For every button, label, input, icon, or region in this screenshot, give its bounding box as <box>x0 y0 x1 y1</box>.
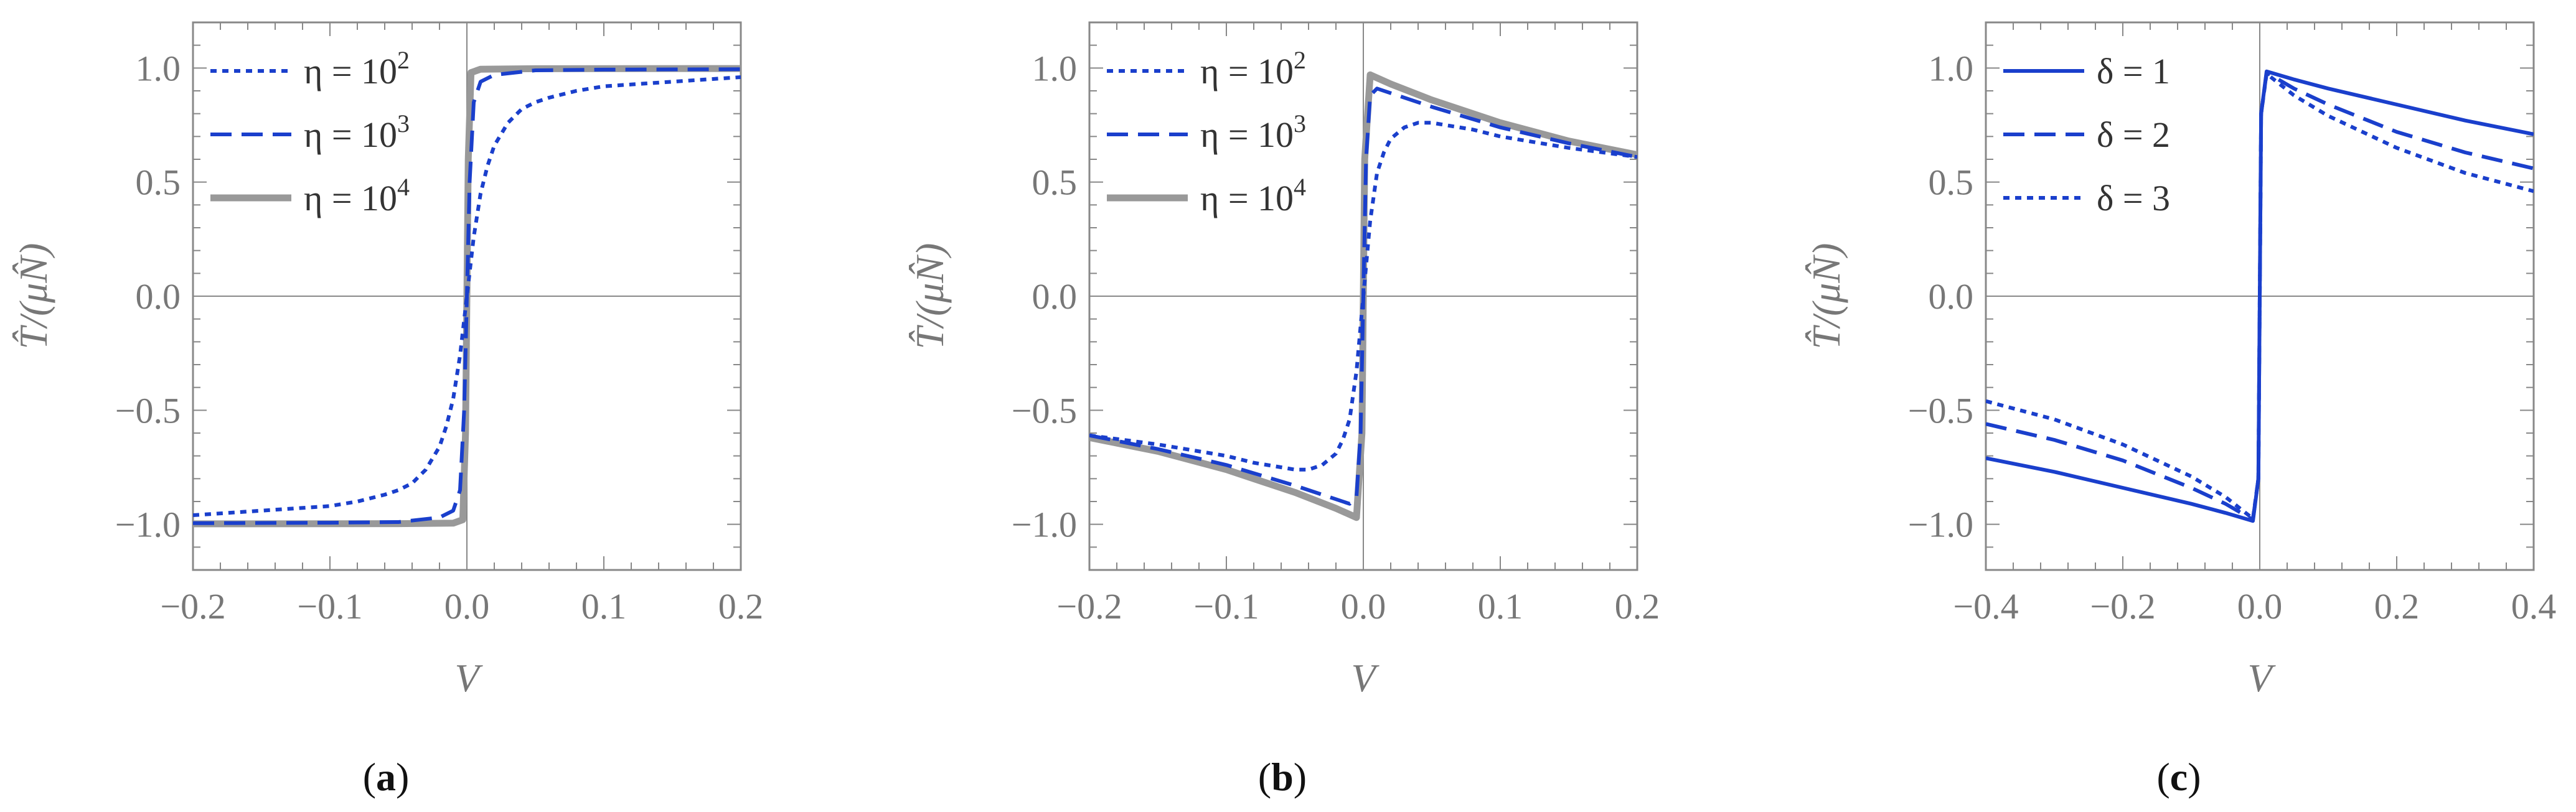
legend-exponent: 3 <box>1294 110 1306 138</box>
y-tick-label: 0.0 <box>1929 276 1974 317</box>
y-tick-label: 1.0 <box>136 48 181 88</box>
legend-entry: η = 103 <box>304 110 410 155</box>
legend-entry: δ = 1 <box>2097 51 2170 91</box>
y-axis-label: T̂/(μN̂) <box>1804 243 1848 350</box>
x-tick-label: 0.1 <box>1478 586 1523 627</box>
panel-label-paren: ) <box>2188 755 2201 799</box>
y-tick-label: −0.5 <box>1012 390 1077 431</box>
legend-entry-text: η = 10 <box>1200 114 1294 155</box>
panel-label-paren: ) <box>1294 755 1307 799</box>
y-axis-label: T̂/(μN̂) <box>908 243 952 350</box>
series-line-3 <box>1986 72 2534 521</box>
x-tick-label: 0.0 <box>1341 586 1386 627</box>
panel-label-paren: ) <box>396 755 409 799</box>
y-tick-label: 0.5 <box>1929 162 1974 203</box>
legend-entry: η = 102 <box>1200 46 1306 91</box>
panel-b: −0.2 −0.1 0.0 0.1 0.2 −1.0 −0.5 0.0 0.5 1.0 V T̂/(μ… <box>908 21 1660 799</box>
legend-entry: η = 102 <box>304 46 410 91</box>
legend-entry: η = 104 <box>304 173 410 218</box>
x-tick-label: −0.2 <box>160 586 225 627</box>
legend-entry: δ = 3 <box>2097 178 2170 218</box>
x-tick-label: 0.2 <box>1615 586 1660 627</box>
panel-label-letter: b <box>1271 755 1294 799</box>
x-tick-label: 0.2 <box>718 586 764 627</box>
series-line-2 <box>193 67 741 525</box>
y-tick-label: 0.0 <box>1032 276 1078 317</box>
y-tick-label: −1.0 <box>1012 505 1077 545</box>
legend-entry: η = 103 <box>1200 110 1306 155</box>
x-tick-label: 0.1 <box>581 586 627 627</box>
panel-label: (b) <box>1258 755 1307 799</box>
legend-exponent: 3 <box>397 110 410 138</box>
x-axis-label: V <box>454 656 483 700</box>
y-tick-label: 0.0 <box>136 276 181 317</box>
legend-entry-text: η = 10 <box>304 178 397 218</box>
y-tick-label: 1.0 <box>1929 48 1974 88</box>
x-tick-label: 0.0 <box>2237 586 2283 627</box>
y-tick-label: 1.0 <box>1032 48 1078 88</box>
x-tick-label: −0.1 <box>297 586 362 627</box>
y-tick-label: −1.0 <box>1908 505 1973 545</box>
panel-c: −0.4 −0.2 0.0 0.2 0.4 −1.0 −0.5 0.0 0.5 1.0 V T̂/(μ… <box>1804 21 2557 799</box>
y-tick-label: −1.0 <box>115 505 181 545</box>
x-tick-label: −0.1 <box>1193 586 1259 627</box>
x-tick-label: 0.2 <box>2374 586 2420 627</box>
legend-entry: η = 104 <box>1200 173 1306 218</box>
legend-entry: δ = 2 <box>2097 114 2170 155</box>
legend-entry-text: δ = 3 <box>2097 178 2170 218</box>
x-tick-label: 0.4 <box>2511 586 2557 627</box>
y-tick-label: −0.5 <box>1908 390 1973 431</box>
legend-entry-text: η = 10 <box>304 114 397 155</box>
series-line-2 <box>1986 70 2534 522</box>
panel-label-paren: ( <box>2156 755 2169 799</box>
panel-a: −0.2 −0.1 0.0 0.1 0.2 −1.0 −0.5 0.0 0.5 1.0 V T̂/(μ… <box>11 21 764 799</box>
x-tick-label: −0.4 <box>1953 586 2018 627</box>
x-tick-label: −0.2 <box>2090 586 2155 627</box>
legend-exponent: 4 <box>1294 173 1306 201</box>
x-axis-label: V <box>2247 656 2276 700</box>
y-tick-label: −0.5 <box>115 390 181 431</box>
legend-entry-text: η = 10 <box>1200 178 1294 218</box>
panel-label: (a) <box>363 755 410 799</box>
x-axis-label: V <box>1351 656 1380 700</box>
legend-exponent: 4 <box>397 173 410 201</box>
panel-label-letter: a <box>376 755 396 799</box>
legend-entry-text: η = 10 <box>1200 51 1294 91</box>
series-line-1 <box>193 75 741 517</box>
panel-label-paren: ( <box>363 755 376 799</box>
series-line-2 <box>1089 86 1637 506</box>
y-tick-label: 0.5 <box>1032 162 1078 203</box>
legend-exponent: 2 <box>397 46 410 74</box>
x-tick-label: −0.2 <box>1056 586 1122 627</box>
legend-exponent: 2 <box>1294 46 1306 74</box>
legend-entry-text: δ = 2 <box>2097 114 2170 155</box>
legend-entry-text: δ = 1 <box>2097 51 2170 91</box>
panel-label: (c) <box>2156 755 2201 799</box>
y-axis-label: T̂/(μN̂) <box>11 243 55 350</box>
panel-label-letter: c <box>2170 755 2188 799</box>
panel-label-paren: ( <box>1258 755 1271 799</box>
y-tick-label: 0.5 <box>136 162 181 203</box>
legend-entry-text: η = 10 <box>304 51 397 91</box>
x-tick-label: 0.0 <box>444 586 490 627</box>
